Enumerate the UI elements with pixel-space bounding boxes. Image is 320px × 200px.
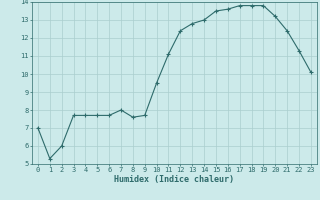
X-axis label: Humidex (Indice chaleur): Humidex (Indice chaleur): [115, 175, 234, 184]
